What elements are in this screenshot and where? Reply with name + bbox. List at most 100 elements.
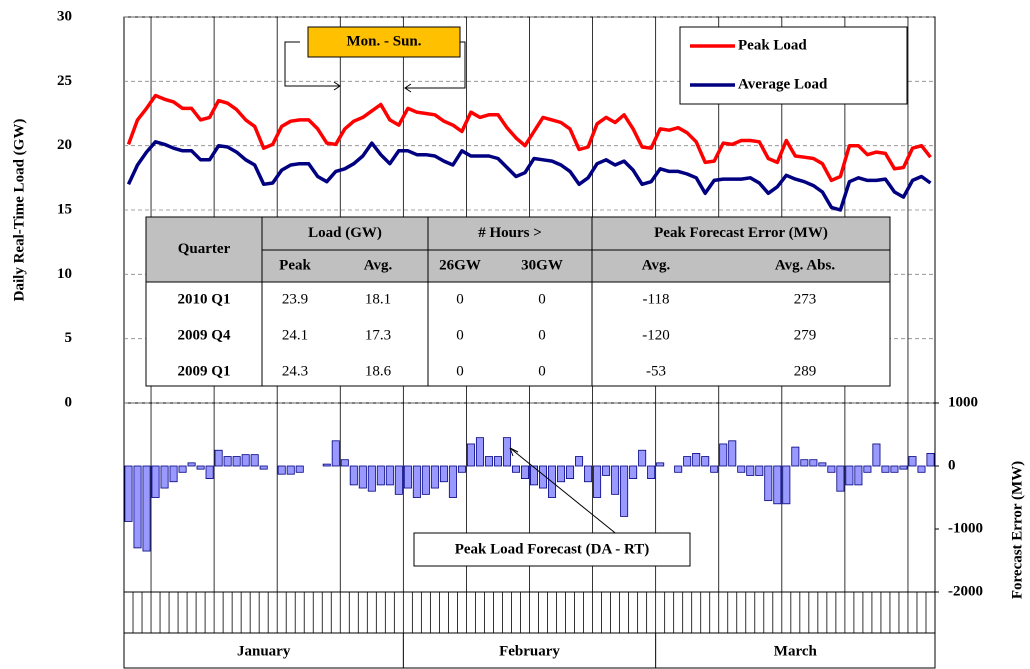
bar <box>620 465 629 517</box>
bar <box>367 465 376 492</box>
line <box>126 140 932 212</box>
bar <box>385 465 394 486</box>
bar <box>124 465 133 522</box>
table-cell: 0 <box>456 363 464 379</box>
callout-arrow-head <box>509 447 519 457</box>
annotation-box <box>307 26 461 58</box>
bar <box>160 465 169 489</box>
bracket <box>404 41 466 93</box>
bar <box>791 446 800 467</box>
bar <box>926 452 935 467</box>
month-label: January <box>237 643 291 659</box>
legend-box <box>679 26 908 105</box>
y-axis-label: Daily Real-Time Load (GW) <box>11 119 27 302</box>
bar <box>773 465 782 505</box>
bar <box>250 454 259 467</box>
bar <box>151 465 160 498</box>
table-cell: 0 <box>456 291 464 307</box>
bar <box>295 465 304 473</box>
bracket <box>284 41 341 91</box>
y-tick-label: 15 <box>57 201 72 217</box>
bar <box>403 465 412 489</box>
table-cell: -120 <box>642 327 670 343</box>
table-column-header: Avg. Abs. <box>775 257 835 273</box>
month-label: February <box>499 643 560 659</box>
bar <box>484 456 493 467</box>
bar <box>746 465 755 476</box>
bar <box>863 465 872 473</box>
bar <box>448 465 457 498</box>
bar <box>133 465 142 549</box>
annotation: Peak Load Forecast (DA - RT) <box>455 541 650 557</box>
bar <box>800 459 809 467</box>
bar <box>818 462 827 467</box>
bar <box>899 465 908 470</box>
bar <box>430 465 439 489</box>
y-tick-label: 0 <box>65 394 73 410</box>
bar <box>232 456 241 467</box>
table-cell: -53 <box>646 363 666 379</box>
table-column-header: 26GW <box>439 257 481 273</box>
y-tick-label: 30 <box>57 8 72 24</box>
bar <box>764 465 773 502</box>
bar <box>584 465 593 483</box>
bar <box>412 465 421 498</box>
bar <box>169 465 178 483</box>
table-cell: 279 <box>794 327 817 343</box>
bar <box>259 465 268 470</box>
bar <box>836 465 845 492</box>
bar <box>593 465 602 498</box>
table-cell: 273 <box>794 291 817 307</box>
bar <box>890 465 899 473</box>
line <box>126 93 932 183</box>
table-cell: -118 <box>643 291 670 307</box>
bar <box>340 459 349 467</box>
table-group-header: Load (GW) <box>308 225 382 241</box>
table-cell: 289 <box>794 363 817 379</box>
bar <box>466 443 475 467</box>
bar <box>611 465 620 495</box>
table-cell: 24.1 <box>282 327 308 343</box>
table-row-header: 2009 Q1 <box>178 363 231 379</box>
y2-tick-label: -1000 <box>948 520 983 536</box>
bar <box>349 465 358 486</box>
table-row-header: 2009 Q4 <box>178 327 231 343</box>
bar <box>205 465 214 480</box>
y2-tick-label: 0 <box>948 457 956 473</box>
bar <box>845 465 854 486</box>
bar <box>331 440 340 467</box>
bar <box>602 465 611 476</box>
bar <box>566 465 575 480</box>
bar <box>809 459 818 467</box>
y-tick-label: 10 <box>57 266 72 282</box>
bar <box>656 462 665 467</box>
table-column-header: Peak <box>279 257 311 273</box>
bar <box>187 462 196 467</box>
table-column-header: Avg. <box>364 257 393 273</box>
bar <box>493 456 502 467</box>
y2-tick-label: -2000 <box>948 583 983 599</box>
bar <box>719 443 728 467</box>
y-tick-label: 5 <box>65 330 73 346</box>
bar <box>511 465 520 473</box>
bar <box>827 465 836 473</box>
bar <box>322 463 331 467</box>
table-cell: 17.3 <box>365 327 391 343</box>
bar <box>475 437 484 467</box>
bar <box>439 465 448 483</box>
bar <box>241 454 250 467</box>
bar <box>881 465 890 473</box>
legend-label: Peak Load <box>738 37 807 53</box>
y-tick-label: 25 <box>57 73 72 89</box>
bar <box>782 465 791 505</box>
bar <box>854 465 863 486</box>
bar <box>376 465 385 486</box>
table-group-header: Peak Forecast Error (MW) <box>654 225 828 241</box>
bar <box>223 456 232 467</box>
bar <box>394 465 403 495</box>
bar <box>277 465 286 475</box>
bar <box>358 465 367 489</box>
table-cell: 0 <box>456 327 464 343</box>
bar <box>872 443 881 467</box>
